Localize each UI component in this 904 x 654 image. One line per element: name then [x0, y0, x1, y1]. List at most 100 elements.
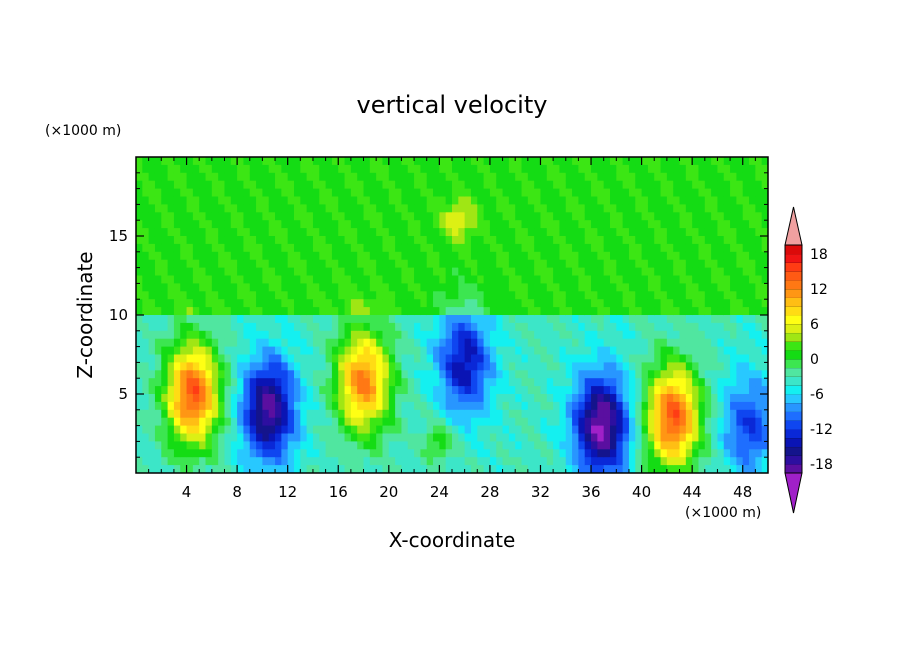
contour-cell — [755, 164, 763, 174]
contour-cell — [243, 449, 251, 458]
contour-cell — [622, 362, 630, 371]
contour-cell — [489, 370, 497, 379]
contour-cell — [142, 330, 150, 340]
contour-cell — [300, 330, 308, 340]
contour-cell — [464, 157, 472, 166]
contour-cell — [559, 259, 567, 268]
contour-cell — [211, 386, 219, 395]
contour-cell — [452, 157, 459, 166]
contour-cell — [268, 449, 276, 458]
contour-cell — [711, 157, 718, 166]
contour-cell — [723, 417, 731, 426]
contour-cell — [344, 394, 352, 403]
contour-cell — [736, 251, 744, 261]
contour-cell — [673, 409, 680, 419]
contour-cell — [685, 164, 693, 174]
contour-cell — [464, 267, 472, 276]
contour-cell — [161, 338, 168, 347]
contour-cell — [161, 441, 168, 450]
contour-cell — [534, 267, 541, 276]
contour-cell — [685, 386, 693, 395]
contour-cell — [388, 457, 396, 466]
contour-cell — [685, 394, 693, 403]
contour-cell — [136, 228, 143, 237]
contour-cell — [559, 299, 567, 308]
contour-cell — [401, 204, 409, 213]
contour-cell — [616, 196, 624, 205]
contour-cell — [622, 157, 630, 166]
contour-cell — [647, 386, 655, 395]
contour-cell — [679, 330, 687, 340]
contour-cell — [591, 346, 598, 355]
contour-cell — [426, 204, 434, 213]
contour-cell — [142, 291, 150, 300]
contour-cell — [414, 322, 421, 332]
contour-cell — [369, 243, 377, 253]
contour-cell — [331, 243, 339, 253]
contour-cell — [426, 299, 434, 308]
contour-cell — [186, 370, 194, 379]
contour-cell — [647, 394, 655, 403]
contour-cell — [211, 330, 219, 340]
contour-cell — [148, 299, 156, 308]
contour-cell — [527, 228, 535, 237]
contour-cell — [761, 243, 769, 253]
contour-cell — [237, 378, 244, 387]
contour-cell — [388, 180, 396, 189]
contour-cell — [407, 220, 415, 229]
contour-cell — [584, 267, 592, 276]
contour-cell — [249, 157, 257, 166]
contour-cell — [546, 354, 554, 363]
contour-cell — [470, 425, 478, 434]
contour-cell — [262, 465, 270, 474]
contour-cell — [395, 299, 402, 308]
contour-cell — [218, 441, 225, 450]
contour-cell — [363, 378, 371, 387]
contour-cell — [749, 465, 756, 474]
contour-cell — [502, 386, 510, 395]
contour-cell — [331, 212, 339, 221]
contour-cell — [414, 354, 421, 363]
contour-cell — [205, 157, 213, 166]
contour-cell — [319, 417, 326, 426]
contour-cell — [180, 449, 187, 458]
contour-cell — [230, 172, 238, 182]
contour-cell — [325, 370, 333, 379]
contour-cell — [249, 354, 257, 363]
contour-cell — [553, 433, 560, 442]
contour-cell — [458, 204, 466, 213]
contour-cell — [142, 409, 150, 419]
contour-cell — [180, 441, 187, 450]
contour-cell — [256, 275, 263, 284]
contour-cell — [521, 157, 529, 166]
contour-cell — [325, 441, 333, 450]
contour-cell — [534, 370, 541, 379]
contour-cell — [414, 338, 421, 347]
contour-cell — [268, 465, 276, 474]
contour-cell — [508, 251, 516, 261]
contour-cell — [275, 164, 282, 174]
contour-cell — [376, 307, 383, 316]
contour-cell — [736, 322, 744, 332]
contour-cell — [338, 386, 345, 395]
contour-cell — [489, 394, 497, 403]
x-tick-label: 8 — [232, 483, 242, 501]
contour-cell — [180, 378, 187, 387]
contour-cell — [433, 449, 440, 458]
contour-cell — [584, 220, 592, 229]
contour-cell — [755, 267, 763, 276]
contour-cell — [439, 465, 447, 474]
contour-cell — [660, 322, 668, 332]
contour-cell — [692, 259, 699, 268]
contour-cell — [420, 307, 428, 316]
contour-cell — [464, 172, 472, 182]
contour-cell — [167, 441, 175, 450]
contour-cell — [325, 243, 333, 253]
contour-cell — [736, 330, 744, 340]
contour-cell — [256, 425, 263, 434]
contour-cell — [136, 212, 143, 221]
contour-cell — [142, 259, 150, 268]
contour-cell — [388, 322, 396, 332]
contour-cell — [597, 291, 605, 300]
y-axis-title: Z-coordinate — [73, 251, 97, 378]
